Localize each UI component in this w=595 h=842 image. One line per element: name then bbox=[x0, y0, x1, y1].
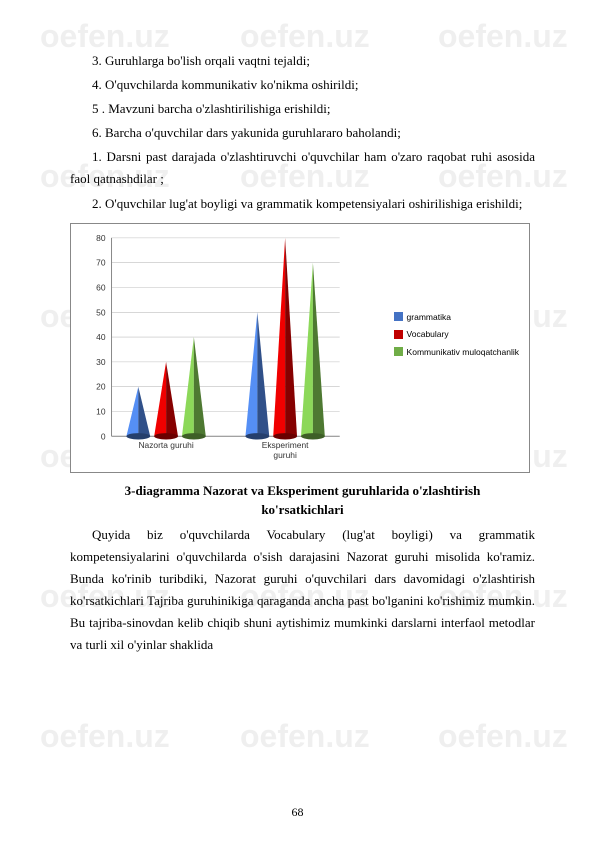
legend-label: Kommunikativ muloqatchanlik bbox=[407, 345, 519, 359]
watermark: oefen.uz bbox=[438, 718, 568, 755]
legend-swatch bbox=[394, 347, 403, 356]
body-paragraph: Quyida biz o'quvchilarda Vocabulary (lug… bbox=[70, 524, 535, 657]
legend-item: Vocabulary bbox=[394, 327, 519, 341]
svg-text:40: 40 bbox=[96, 332, 106, 342]
list-item: 6. Barcha o'quvchilar dars yakunida guru… bbox=[70, 122, 535, 144]
svg-text:50: 50 bbox=[96, 307, 106, 317]
svg-text:60: 60 bbox=[96, 282, 106, 292]
svg-text:0: 0 bbox=[101, 431, 106, 441]
list-item: 3. Guruhlarga bo'lish orqali vaqtni teja… bbox=[70, 50, 535, 72]
svg-text:10: 10 bbox=[96, 406, 106, 416]
legend-item: grammatika bbox=[394, 310, 519, 324]
list-item: 4. O'quvchilarda kommunikativ ko'nikma o… bbox=[70, 74, 535, 96]
svg-text:Eksperiment: Eksperiment bbox=[262, 440, 309, 450]
chart-caption: 3-diagramma Nazorat va Eksperiment guruh… bbox=[70, 481, 535, 520]
legend-label: grammatika bbox=[407, 310, 451, 324]
page-number: 68 bbox=[0, 805, 595, 820]
list-item: 5 . Mavzuni barcha o'zlashtirilishiga er… bbox=[70, 98, 535, 120]
page-content: 3. Guruhlarga bo'lish orqali vaqtni teja… bbox=[0, 0, 595, 688]
watermark: oefen.uz bbox=[240, 718, 370, 755]
svg-text:80: 80 bbox=[96, 233, 106, 243]
svg-text:20: 20 bbox=[96, 381, 106, 391]
svg-text:30: 30 bbox=[96, 357, 106, 367]
svg-text:Nazorta guruhi: Nazorta guruhi bbox=[138, 440, 193, 450]
paragraph: 1. Darsni past darajada o'zlashtiruvchi … bbox=[70, 146, 535, 190]
legend-label: Vocabulary bbox=[407, 327, 449, 341]
legend-swatch bbox=[394, 330, 403, 339]
caption-line: 3-diagramma Nazorat va Eksperiment guruh… bbox=[125, 483, 481, 498]
svg-text:guruhi: guruhi bbox=[273, 450, 297, 460]
legend-swatch bbox=[394, 312, 403, 321]
cone-chart: 0 10 20 30 40 50 60 70 80 Nazorta guruhi Eksperime… bbox=[70, 223, 530, 473]
watermark: oefen.uz bbox=[40, 718, 170, 755]
legend-item: Kommunikativ muloqatchanlik bbox=[394, 345, 519, 359]
svg-text:70: 70 bbox=[96, 257, 106, 267]
caption-line: ko'rsatkichlari bbox=[261, 502, 343, 517]
paragraph: 2. O'quvchilar lug'at boyligi va grammat… bbox=[70, 193, 535, 215]
chart-legend: grammatika Vocabulary Kommunikativ muloq… bbox=[394, 310, 519, 362]
